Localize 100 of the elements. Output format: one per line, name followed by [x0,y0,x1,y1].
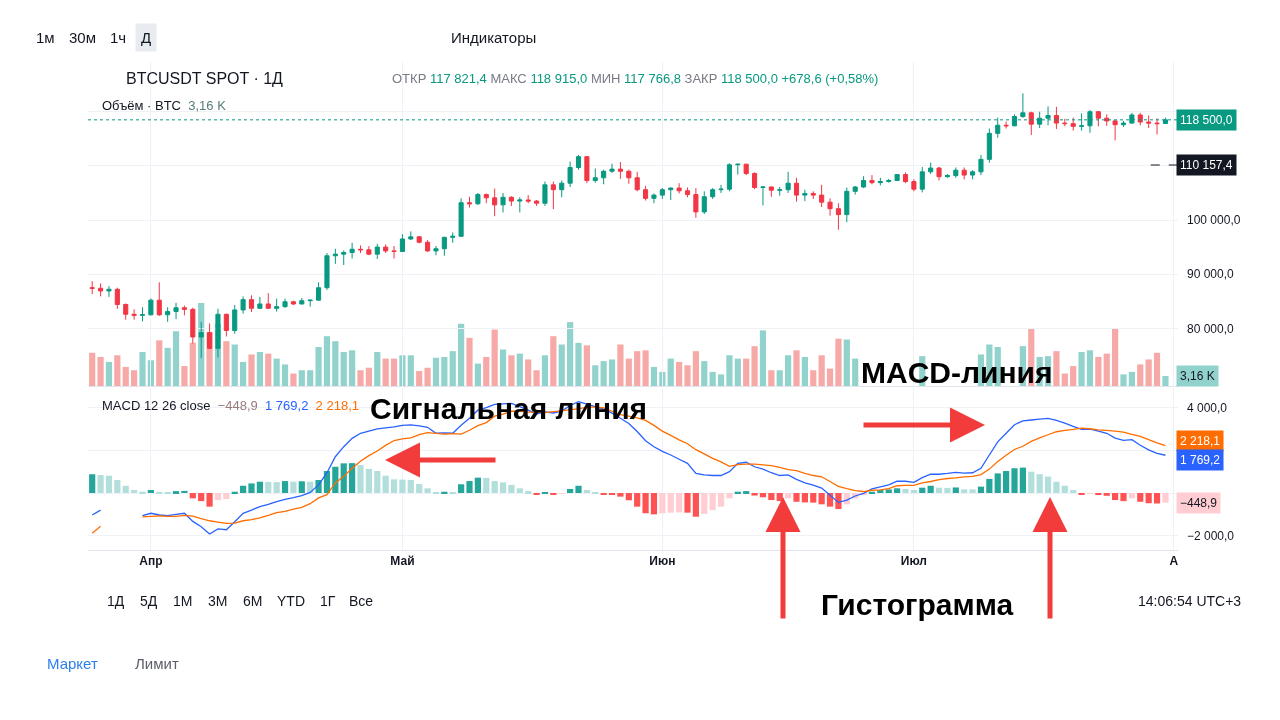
bar [273,358,280,386]
text: Д [141,29,152,46]
bar [516,353,523,386]
bar [357,465,364,494]
bar [1070,490,1077,494]
bar [139,351,146,386]
bar [1128,493,1135,499]
bar [567,488,574,494]
x-tick-label: А [1169,554,1179,569]
bar [810,370,817,386]
bar [407,479,414,494]
candlestick [341,249,347,266]
bar [734,358,741,386]
bar [365,468,372,494]
y-tick-label: 80 000,0 [1187,321,1235,336]
candlestick [265,292,271,310]
bar [650,366,658,386]
bar [466,337,473,386]
annotation: MACD-линия [861,356,1053,389]
bar [1036,474,1043,494]
candlestick [559,179,565,198]
text: ОТКР 117 821,4 МАКС 118 915,0 МИН 117 766,8 ЗАКР 118 500,0 +678,6 (+0,58%) [392,71,879,86]
candlestick [383,243,389,254]
bar [458,323,465,386]
bar [768,370,775,386]
candlestick [710,187,716,200]
bar [659,493,666,514]
candlestick [1095,110,1101,127]
bar [743,491,750,494]
candlestick [1120,120,1127,128]
candlestick [173,302,179,320]
bar [1011,468,1018,494]
text: 6М [243,593,263,609]
bar [131,370,138,386]
bar [281,364,289,386]
text: 1Г [320,593,336,609]
bar [977,486,985,494]
text: Все [349,593,374,609]
bar [357,370,364,386]
bar [1145,493,1152,504]
bar [1128,371,1135,386]
bar [676,493,683,513]
bar [835,338,842,386]
bar [525,491,532,494]
bar [810,493,817,503]
x-tick-label: Июл [900,554,927,569]
candlestick [181,305,187,316]
candlestick [240,295,246,315]
candlestick [357,244,364,254]
bar [307,370,314,386]
candlestick [1020,92,1026,119]
text: 3М [208,593,228,609]
text: 1Д [107,593,125,609]
bar [365,367,372,386]
bar [1078,351,1085,386]
candlestick [609,163,615,174]
bar [818,493,825,505]
candlestick [684,187,691,198]
candlestick [483,192,489,204]
candlestick [458,197,464,238]
bar [382,475,389,494]
bar [894,488,901,494]
candlestick [1053,106,1059,130]
bar [466,481,473,494]
bar [726,493,733,499]
bar [458,484,465,494]
candlestick [316,281,322,302]
candlestick [970,169,976,180]
bar [89,474,96,494]
bar [1061,373,1068,386]
bar [198,493,205,502]
text: 5Д [140,593,158,609]
bar [399,355,406,386]
candlestick [232,304,238,335]
bar [273,482,280,494]
bar [1162,493,1169,503]
bar [1153,352,1161,386]
candlestick [844,187,850,223]
bar [608,359,616,386]
bar [785,355,792,386]
bar [927,485,934,494]
annotation: −448,9 [1180,496,1218,510]
bar [768,493,775,501]
bar [1112,328,1119,386]
bar [407,355,414,386]
bar [617,493,624,497]
bar [332,341,339,386]
text: Индикаторы [451,29,537,46]
text: BTCUSDT SPOT · 1Д [126,70,284,87]
candlestick [768,185,774,198]
bar [642,350,649,386]
candlestick [928,162,934,175]
candlestick [835,202,841,231]
text: Лимит [135,655,179,672]
candlestick [668,187,674,201]
candlestick [869,174,875,185]
bar [751,493,758,496]
candlestick [98,282,104,297]
bar [1112,493,1119,501]
bar [281,481,289,494]
